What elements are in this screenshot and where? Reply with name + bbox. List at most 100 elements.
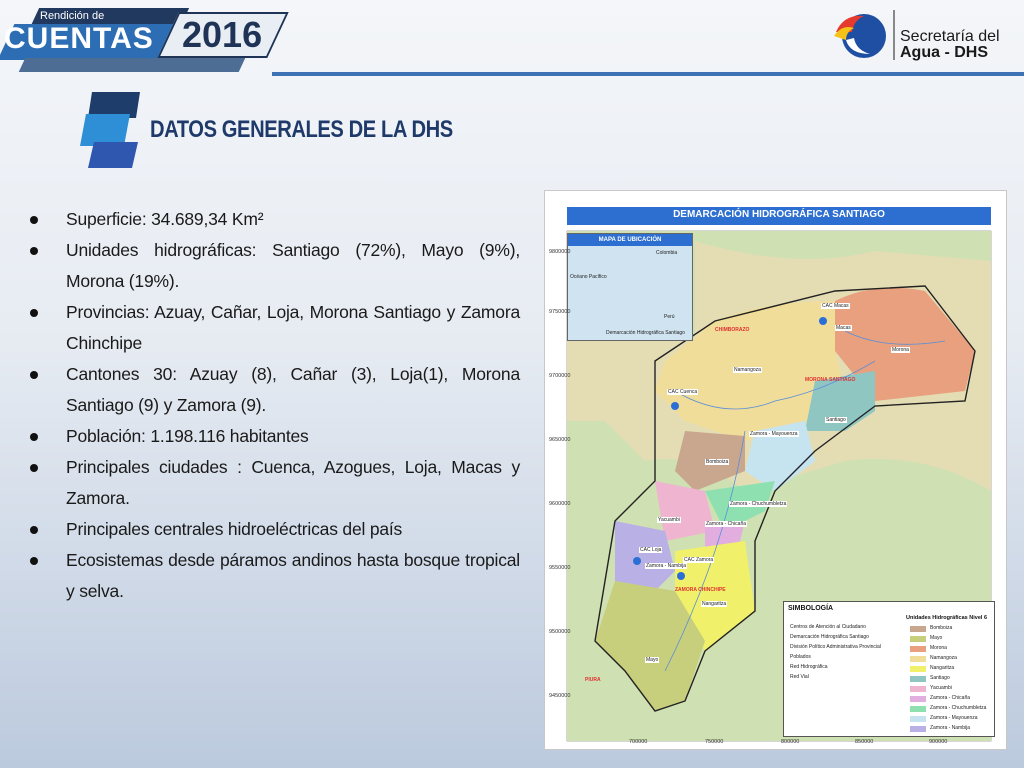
- legend-unit: Mayo: [930, 635, 943, 641]
- x-tick: 850000: [855, 739, 874, 745]
- bullet-dot-icon: [30, 371, 38, 379]
- secretaria-emblem-icon: [834, 14, 886, 58]
- x-tick: 900000: [929, 739, 948, 745]
- legend-symbol: Red Hidrográfica: [790, 664, 828, 670]
- bullet-dot-icon: [30, 247, 38, 255]
- legend-symbol: Demarcación Hidrográfica Santiago: [790, 634, 869, 640]
- logo-divider: [893, 10, 895, 60]
- legend-swatch: [910, 656, 926, 662]
- title-decoration-icon: [80, 92, 140, 168]
- place-label: Yacuambi: [657, 517, 681, 523]
- cac-label: CAC Zamora: [683, 557, 715, 563]
- x-tick: 700000: [629, 739, 648, 745]
- org-name-line1: Secretaría del: [900, 28, 1000, 45]
- legend-unit: Morona: [930, 645, 947, 651]
- bullet-dot-icon: [30, 526, 38, 534]
- logo-under-band: [18, 58, 246, 72]
- logo-top-text: Rendición de: [40, 10, 105, 22]
- place-label: Santiago: [825, 417, 847, 423]
- legend-unit: Nangaritza: [930, 665, 955, 671]
- inset-label-colombia: Colombia: [656, 250, 678, 256]
- map-title-bar: [567, 207, 991, 225]
- cac-marker-icon: [671, 402, 679, 410]
- bullet-dot-icon: [30, 433, 38, 441]
- page-title: DATOS GENERALES DE LA DHS: [150, 116, 453, 143]
- place-label: Macas: [835, 325, 852, 331]
- place-label: Nangaritza: [701, 601, 728, 607]
- y-tick: 9750000: [549, 309, 571, 315]
- province-label: CHIMBORAZO: [715, 327, 750, 333]
- legend-unit: Zamora - Mayouenza: [930, 715, 978, 721]
- place-label: Zamora - Nambija: [645, 563, 688, 569]
- place-label: Zamora - Chuchumbletza: [729, 501, 788, 507]
- bullet-item: Unidades hidrográficas: Santiago (72%), …: [30, 235, 520, 297]
- x-tick: 750000: [705, 739, 724, 745]
- bullet-item: Superficie: 34.689,34 Km²: [30, 204, 520, 235]
- legend-swatch: [910, 676, 926, 682]
- org-name-line2: Agua - DHS: [900, 44, 988, 61]
- legend-swatch: [910, 646, 926, 652]
- inset-label-peru: Perú: [664, 314, 675, 320]
- place-label: Zamora - Mayouenza: [749, 431, 799, 437]
- bullet-item: Ecosistemas desde páramos andinos hasta …: [30, 545, 520, 607]
- cac-label: CAC Macas: [821, 303, 850, 309]
- map-title: DEMARCACIÓN HIDROGRÁFICA SANTIAGO: [673, 209, 885, 220]
- inset-label-pacific: Océano Pacífico: [570, 274, 607, 280]
- legend-swatch: [910, 626, 926, 632]
- cac-marker-icon: [819, 317, 827, 325]
- hydrographic-map: DEMARCACIÓN HIDROGRÁFICA SANTIAGO MAPA D…: [544, 190, 1007, 750]
- x-tick: 800000: [781, 739, 800, 745]
- y-tick: 9600000: [549, 501, 571, 507]
- location-inset-map: MAPA DE UBICACIÓN Colombia Océano Pacífi…: [567, 233, 693, 341]
- place-label: Morona: [891, 347, 910, 353]
- legend-unit: Yacuambi: [930, 685, 952, 691]
- bullet-dot-icon: [30, 557, 38, 565]
- rendicion-cuentas-logo: Rendición de CUENTAS 2016: [0, 0, 290, 78]
- legend-unit: Zamora - Chicaña: [930, 695, 971, 701]
- bullet-dot-icon: [30, 309, 38, 317]
- inset-label-dhs: Demarcación Hidrográfica Santiago: [606, 330, 685, 336]
- bullet-list: Superficie: 34.689,34 Km² Unidades hidro…: [30, 204, 520, 607]
- cac-label: CAC Loja: [639, 547, 663, 553]
- y-tick: 9650000: [549, 437, 571, 443]
- legend-swatch: [910, 666, 926, 672]
- logo-main-text: CUENTAS: [4, 22, 154, 55]
- y-tick: 9550000: [549, 565, 571, 571]
- place-label: Namangoza: [733, 367, 762, 373]
- legend-symbol: Centros de Atención al Ciudadano: [790, 624, 866, 630]
- y-tick: 9450000: [549, 693, 571, 699]
- legend-swatch: [910, 686, 926, 692]
- cac-marker-icon: [677, 572, 685, 580]
- secretaria-agua-logo: Secretaría del Agua - DHS: [830, 6, 1016, 66]
- map-legend: SIMBOLOGÍA Unidades Hidrográficas Nivel …: [783, 601, 995, 737]
- legend-symbol: División Político Administrativa Provinc…: [790, 644, 881, 650]
- legend-swatch: [910, 706, 926, 712]
- header-rule: [272, 72, 1024, 76]
- province-label: PIURA: [585, 677, 601, 683]
- legend-symbol: Red Vial: [790, 674, 809, 680]
- y-tick: 9500000: [549, 629, 571, 635]
- place-label: Zamora - Chicaña: [705, 521, 748, 527]
- inset-title: MAPA DE UBICACIÓN: [568, 234, 692, 246]
- legend-subtitle: Unidades Hidrográficas Nivel 6: [906, 615, 987, 621]
- legend-unit: Namangoza: [930, 655, 957, 661]
- y-tick: 9800000: [549, 249, 571, 255]
- bullet-item: Principales centrales hidroeléctricas de…: [30, 514, 520, 545]
- bullet-item: Población: 1.198.116 habitantes: [30, 421, 520, 452]
- bullet-dot-icon: [30, 216, 38, 224]
- legend-swatch: [910, 716, 926, 722]
- bullet-item: Principales ciudades : Cuenca, Azogues, …: [30, 452, 520, 514]
- legend-unit: Santiago: [930, 675, 950, 681]
- province-label: ZAMORA CHINCHIPE: [675, 587, 726, 593]
- legend-unit: Zamora - Chuchumbletza: [930, 705, 987, 711]
- legend-swatch: [910, 696, 926, 702]
- place-label: Mayo: [645, 657, 660, 663]
- legend-symbol: Poblados: [790, 654, 811, 660]
- y-tick: 9700000: [549, 373, 571, 379]
- place-label: Bomboiza: [705, 459, 730, 465]
- logo-year-text: 2016: [182, 14, 263, 55]
- cac-marker-icon: [633, 557, 641, 565]
- bullet-item: Cantones 30: Azuay (8), Cañar (3), Loja(…: [30, 359, 520, 421]
- legend-swatch: [910, 636, 926, 642]
- legend-unit: Bomboiza: [930, 625, 953, 631]
